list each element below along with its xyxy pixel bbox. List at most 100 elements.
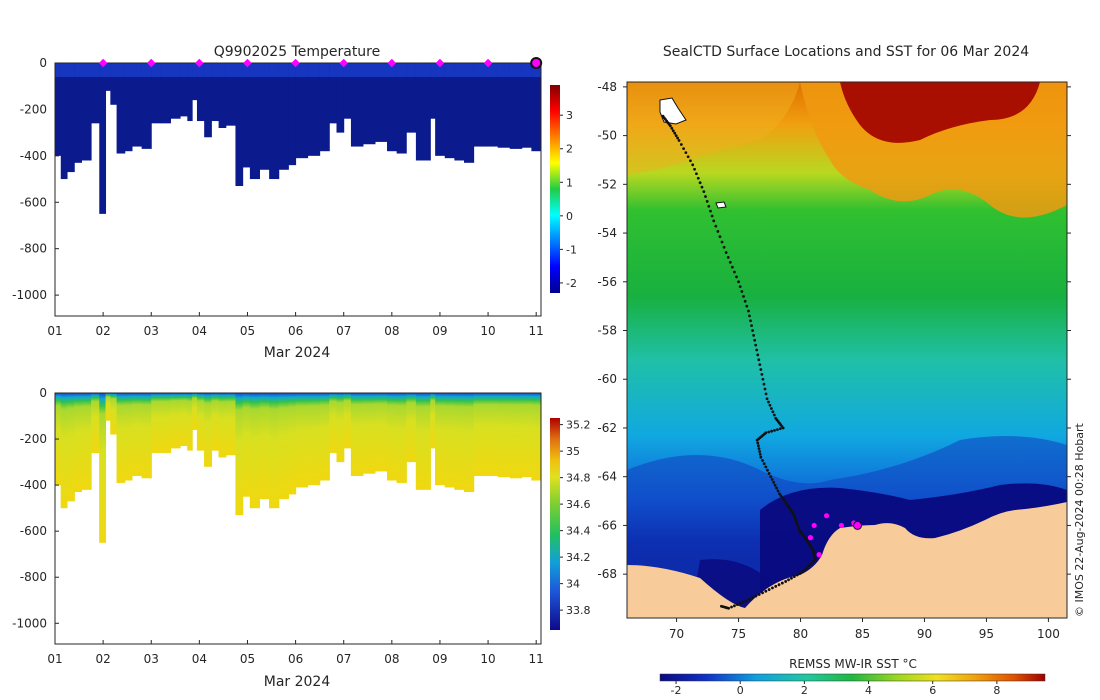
surface-layer	[387, 63, 398, 77]
colorbar-tick-label: 35.2	[566, 419, 591, 432]
track-point	[792, 575, 796, 578]
profile-column	[295, 63, 309, 159]
y-tick-label: -600	[20, 524, 47, 538]
track-point	[795, 573, 799, 577]
temperature-xlabel: Mar 2024	[264, 345, 331, 361]
profile-column	[124, 63, 133, 152]
map-colorbar-tick-label: 6	[929, 684, 936, 697]
track-point	[712, 219, 716, 223]
track-point	[677, 139, 681, 142]
track-point	[756, 444, 760, 448]
salinity-profile-column	[336, 393, 345, 463]
salinity-profile-column	[435, 393, 446, 486]
map-panel: SealCTD Surface Locations and SST for 06…	[597, 44, 1086, 697]
track-point	[720, 604, 723, 608]
profile-column	[430, 63, 436, 119]
salinity-profile-column	[454, 393, 465, 490]
salinity-profiles	[55, 393, 541, 543]
x-tick-label: 01	[47, 652, 62, 666]
salinity-colorbar-ticks: 33.8 34 34.2 34.4 34.6 34.8 35 35.2	[560, 419, 591, 617]
surface-layer	[497, 63, 511, 77]
colorbar-tick-label: -1	[566, 243, 577, 256]
track-point	[781, 426, 785, 430]
temperature-profiles	[55, 63, 541, 214]
lon-tick-label: 90	[917, 627, 932, 641]
track-point	[775, 486, 778, 490]
x-tick-label: 04	[192, 652, 207, 666]
seal-location	[823, 513, 830, 519]
track-point	[755, 438, 759, 442]
colorbar-tick-label: 0	[566, 210, 573, 223]
x-tick-label: 05	[240, 324, 255, 338]
map-colorbar-tick-label: 4	[865, 684, 872, 697]
surface-layer	[464, 63, 475, 77]
track-point	[726, 256, 730, 259]
surface-layer	[406, 63, 417, 77]
seal-location	[816, 552, 822, 558]
temperature-panel: Q9902025 Temperature 0 -200 -400 -600 -800 -1…	[12, 44, 577, 361]
surface-layer	[509, 63, 523, 77]
track-point	[751, 596, 754, 600]
salinity-profile-column	[473, 393, 487, 476]
profile-column	[288, 63, 297, 166]
track-point	[774, 584, 778, 588]
track-point	[778, 492, 781, 496]
track-point	[760, 372, 764, 376]
lat-tick-label: -58	[597, 324, 617, 338]
surface-marker	[483, 58, 493, 68]
salinity-profile-column	[81, 393, 92, 490]
salinity-profile-column	[204, 393, 212, 467]
track-point	[756, 353, 760, 357]
lat-tick-label: -62	[597, 421, 617, 435]
lat-tick-label: -64	[597, 470, 617, 484]
x-tick-label: 08	[384, 652, 399, 666]
x-tick-label: 01	[47, 324, 62, 338]
track-point	[795, 521, 799, 525]
track-point	[743, 299, 747, 303]
track-point	[805, 566, 809, 570]
track-point	[782, 498, 786, 502]
profile-column	[242, 63, 251, 168]
surface-marker	[387, 58, 397, 68]
track-point	[769, 407, 773, 410]
temperature-y-axis: 0 -200 -400 -600 -800 -1000	[12, 56, 59, 302]
surface-layer	[211, 63, 220, 77]
profile-column	[509, 63, 523, 149]
track-point	[730, 265, 734, 269]
profile-column	[91, 63, 100, 124]
colorbar-tick-label: 35	[566, 445, 580, 458]
track-point	[764, 392, 768, 396]
map-colorbar-tick-label: 8	[993, 684, 1000, 697]
profile-column	[454, 63, 465, 161]
salinity-profile-column	[99, 393, 107, 543]
track-point	[762, 462, 766, 466]
track-point	[798, 571, 802, 575]
track-point	[794, 519, 798, 522]
profile-column	[278, 63, 289, 170]
map-colorbar	[659, 673, 1046, 682]
track-point	[768, 403, 772, 407]
map-colorbar-ticks: -2 0 2 4 6 8	[671, 681, 1000, 697]
profile-column	[435, 63, 446, 156]
salinity-profile-column	[110, 393, 118, 435]
heard-island	[715, 201, 727, 209]
x-tick-label: 02	[95, 652, 110, 666]
surface-layer	[204, 63, 212, 77]
surface-layer	[259, 63, 270, 77]
track-point	[744, 599, 748, 603]
surface-marker	[291, 58, 300, 68]
surface-marker	[435, 58, 445, 68]
x-tick-label: 07	[336, 652, 351, 666]
profile-column	[343, 63, 352, 119]
temperature-x-axis: 01 02 03 04 05 06 07 08 09 10 11	[47, 312, 544, 338]
track-point	[710, 214, 714, 218]
track-point	[801, 570, 805, 574]
lat-tick-label: -54	[597, 226, 617, 240]
map-colorbar-label: REMSS MW-IR SST °C	[789, 657, 917, 671]
track-point	[756, 441, 760, 445]
surface-layer	[396, 63, 407, 77]
surface-layer	[170, 63, 181, 77]
salinity-profile-column	[60, 393, 68, 509]
track-point	[776, 489, 780, 493]
x-tick-label: 05	[240, 652, 255, 666]
